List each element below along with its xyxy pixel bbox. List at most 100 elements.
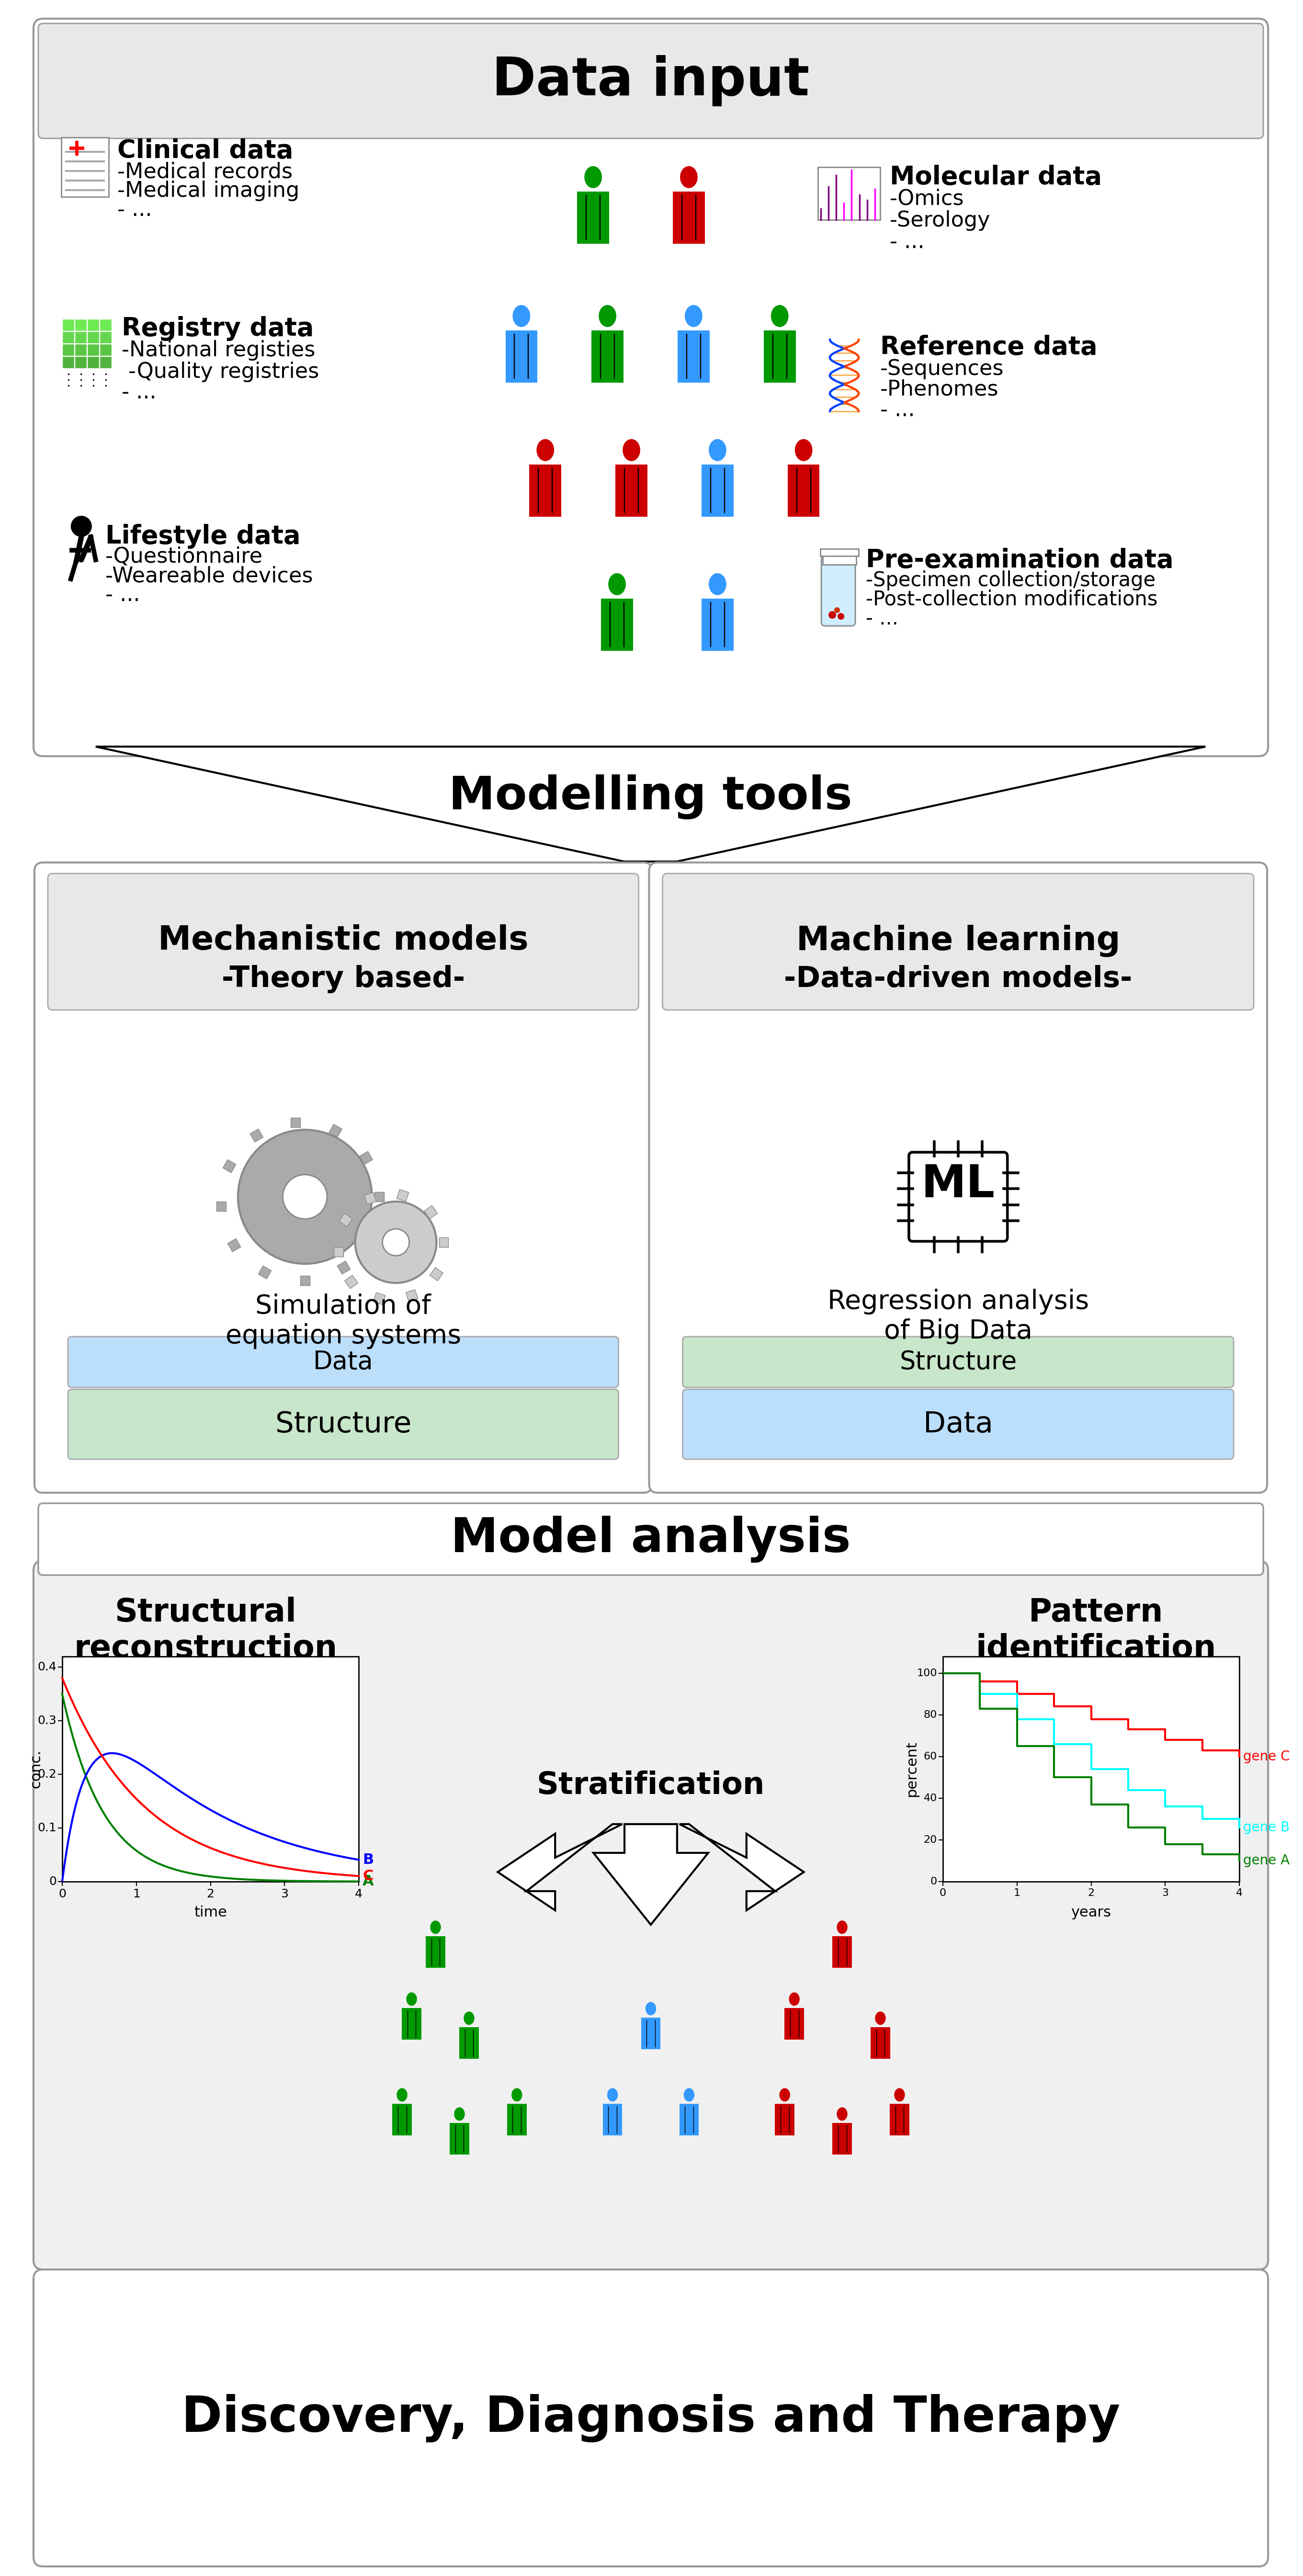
Bar [300,1275,310,1285]
Ellipse shape [795,438,813,461]
Bar [430,1267,443,1280]
Bar [228,1239,241,1252]
Bar [943,1656,1239,1880]
Bar [818,167,880,219]
Bar [334,1247,343,1257]
Text: Pattern
identification: Pattern identification [976,1597,1216,1664]
Bar [603,2105,623,2136]
Ellipse shape [430,1922,440,1935]
Text: Structure: Structure [275,1409,412,1437]
FancyBboxPatch shape [34,18,1268,757]
Bar [679,2105,698,2136]
Text: 2: 2 [207,1888,214,1899]
Bar [87,343,99,355]
Text: 1: 1 [133,1888,141,1899]
Ellipse shape [685,304,702,327]
Text: 40: 40 [924,1793,937,1803]
Bar [701,598,734,652]
Circle shape [829,611,837,618]
FancyBboxPatch shape [34,863,652,1492]
Text: conc.: conc. [29,1749,43,1788]
Bar [529,464,562,518]
Bar [890,2105,909,2136]
FancyBboxPatch shape [68,1388,619,1458]
FancyBboxPatch shape [34,2269,1268,2566]
Text: Lifestyle data: Lifestyle data [106,523,301,549]
Ellipse shape [396,2089,408,2102]
Text: -National registies: -National registies [121,340,315,361]
Text: gene A: gene A [1243,1855,1290,1868]
Ellipse shape [623,438,640,461]
Bar [63,332,74,343]
Bar [601,598,633,652]
Ellipse shape [598,304,616,327]
Text: - ...: - ... [117,201,152,222]
Circle shape [834,608,840,613]
Polygon shape [593,1824,709,1924]
Text: -Serology: -Serology [890,211,990,232]
FancyBboxPatch shape [683,1337,1234,1388]
Ellipse shape [771,304,788,327]
Text: 80: 80 [924,1710,937,1721]
Ellipse shape [609,574,625,595]
Ellipse shape [876,2012,886,2025]
Ellipse shape [407,1991,417,2007]
Bar [216,1200,225,1211]
Bar [74,343,86,355]
FancyBboxPatch shape [821,556,855,626]
Circle shape [838,613,844,621]
Bar [258,1265,271,1278]
Bar [87,355,99,368]
Text: 0: 0 [59,1888,66,1899]
Circle shape [70,515,91,536]
Bar [63,1656,358,1880]
Text: 0: 0 [48,1875,56,1888]
Bar [250,1128,263,1141]
Text: Structure: Structure [899,1350,1016,1376]
Text: 0.3: 0.3 [38,1716,56,1726]
Text: Pre-examination data: Pre-examination data [865,549,1174,572]
Text: Data: Data [924,1409,993,1437]
Ellipse shape [709,574,726,595]
Text: 0.4: 0.4 [38,1662,56,1672]
Bar [365,1193,377,1206]
Bar [360,1151,373,1164]
Polygon shape [498,1824,622,1911]
FancyBboxPatch shape [38,1504,1264,1574]
Ellipse shape [894,2089,904,2102]
Bar [439,1236,448,1247]
Bar [460,2027,478,2058]
Polygon shape [679,1824,804,1911]
Bar [592,330,623,384]
Text: Data input: Data input [493,54,809,106]
Bar [99,332,112,343]
Bar [672,191,705,245]
FancyBboxPatch shape [61,137,108,196]
Text: 2: 2 [1088,1888,1095,1899]
Bar [63,355,74,368]
Bar [507,2105,526,2136]
Bar [74,355,86,368]
Bar [74,332,86,343]
Bar [615,464,648,518]
Bar [405,1291,418,1301]
Bar [392,2105,412,2136]
Text: 0: 0 [930,1878,937,1886]
Text: 3: 3 [1162,1888,1169,1899]
Bar [833,2123,852,2154]
Bar [821,549,859,556]
Ellipse shape [788,1991,800,2007]
Text: gene C: gene C [1243,1749,1290,1762]
Text: Clinical data: Clinical data [117,139,293,162]
Bar [291,1118,300,1128]
Bar [426,1937,446,1968]
Bar [423,1206,438,1218]
Text: Modelling tools: Modelling tools [448,775,852,819]
Text: - ...: - ... [106,585,139,605]
Text: Stratification: Stratification [537,1770,765,1801]
Bar [788,464,820,518]
Text: gene B: gene B [1243,1821,1290,1834]
Ellipse shape [537,438,554,461]
Text: 60: 60 [924,1752,937,1762]
Text: Discovery, Diagnosis and Therapy: Discovery, Diagnosis and Therapy [181,2393,1121,2442]
